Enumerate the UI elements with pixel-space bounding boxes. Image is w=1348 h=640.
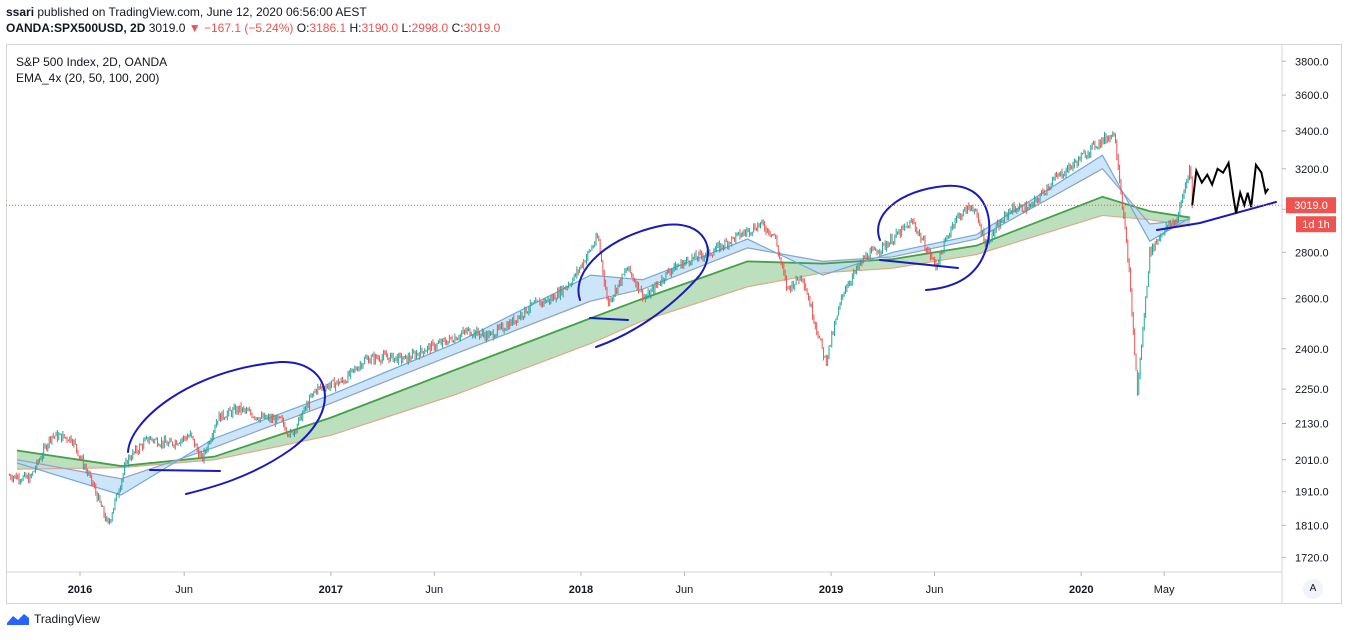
- y-tick-label: 1720.0: [1295, 552, 1329, 564]
- high-label: H:: [349, 21, 362, 35]
- y-tick-label: 1910.0: [1295, 487, 1329, 499]
- down-arrow-icon: ▼: [188, 21, 201, 35]
- countdown-badge-label: 1d 1h: [1302, 219, 1330, 231]
- x-tick-label: Jun: [425, 584, 443, 596]
- chart-title: S&P 500 Index, 2D, OANDA: [16, 55, 168, 69]
- y-tick-label: 3800.0: [1295, 56, 1329, 68]
- x-tick-label: Jun: [926, 584, 944, 596]
- countdown-badge: [1296, 216, 1336, 233]
- y-tick-label: 3400.0: [1295, 126, 1329, 138]
- x-tick-label: 2016: [68, 584, 92, 596]
- x-tick-label: 2020: [1069, 584, 1093, 596]
- ema50-line: [16, 168, 1191, 480]
- annotation-circle: [877, 184, 991, 291]
- auto-scale-button[interactable]: A: [1303, 579, 1323, 599]
- symbol-label: OANDA:SPX500USD, 2D: [6, 21, 146, 35]
- y-tick-label: 3600.0: [1295, 90, 1329, 102]
- annotation-circle: [127, 360, 326, 495]
- last-price-badge-label: 3019.0: [1294, 200, 1328, 212]
- chart-legend: S&P 500 Index, 2D, OANDA EMA_4x (20, 50,…: [16, 54, 167, 86]
- x-tick-label: Jun: [175, 584, 193, 596]
- annotations: [6, 159, 1282, 495]
- publish-header: ssari published on TradingView.com, June…: [6, 4, 706, 36]
- annotation-support-line: [879, 259, 959, 269]
- y-tick-label: 3200.0: [1295, 164, 1329, 176]
- y-tick-label: 2400.0: [1295, 344, 1329, 356]
- y-tick-label: 2250.0: [1295, 384, 1329, 396]
- y-tick-label: 2600.0: [1295, 294, 1329, 306]
- ema20-line: [16, 154, 1191, 496]
- indicator-label[interactable]: EMA_4x (20, 50, 100, 200): [16, 71, 160, 85]
- low-label: L:: [401, 21, 412, 35]
- tradingview-logo-icon: [7, 614, 29, 625]
- last-price-badge: [1286, 197, 1336, 214]
- chart-frame[interactable]: [6, 44, 1342, 604]
- projection-path: [1191, 159, 1270, 214]
- x-tick-label: Jun: [676, 584, 694, 596]
- ema-fast-band: [16, 155, 1191, 495]
- x-tick-label: May: [1154, 584, 1175, 596]
- publish-info: published on TradingView.com, June 12, 2…: [34, 5, 367, 19]
- y-tick-label: 2130.0: [1295, 418, 1329, 430]
- annotation-support-line: [589, 317, 629, 321]
- axes: 1720.0 1810.0 1910.0 2010.0 2130.0 2250.0 2400…: [6, 45, 1336, 603]
- footer-brand[interactable]: TradingView: [34, 612, 101, 626]
- publish-line: ssari published on TradingView.com, June…: [6, 4, 706, 20]
- ema-slow-band: [16, 196, 1191, 470]
- x-tick-label: 2018: [569, 584, 593, 596]
- y-tick-label: 1810.0: [1295, 520, 1329, 532]
- y-tick-label: 2800.0: [1295, 247, 1329, 259]
- ema200-line: [16, 214, 1191, 470]
- y-tick-label: 2010.0: [1295, 455, 1329, 467]
- x-tick-label: 2017: [319, 584, 343, 596]
- open-value: 3186.1: [309, 21, 347, 35]
- annotation-circle: [577, 223, 709, 348]
- price-bars: [8, 131, 1193, 525]
- ohlc-line: OANDA:SPX500USD, 2D 3019.0 ▼ −167.1 (−5.…: [6, 20, 706, 36]
- high-value: 3190.0: [361, 21, 399, 35]
- close-label: C:: [451, 21, 464, 35]
- footer: TradingView: [6, 612, 100, 626]
- close-value: 3019.0: [463, 21, 501, 35]
- annotation-trendline: [1156, 201, 1277, 231]
- last-price: 3019.0: [148, 21, 186, 35]
- annotation-support-line: [149, 469, 221, 472]
- x-tick-label: 2019: [819, 584, 843, 596]
- open-label: O:: [296, 21, 310, 35]
- change-value: −167.1 (−5.24%): [204, 21, 294, 35]
- publisher-name[interactable]: ssari: [6, 5, 35, 19]
- low-value: 2998.0: [411, 21, 449, 35]
